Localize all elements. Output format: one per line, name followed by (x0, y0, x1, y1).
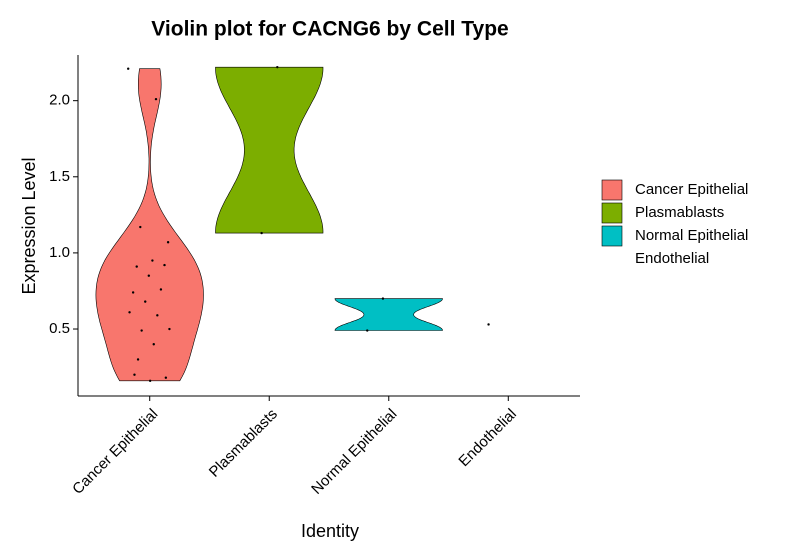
data-point (276, 65, 279, 69)
data-point (144, 300, 147, 303)
legend-key (601, 202, 623, 224)
y-tick-label: 0.5 (49, 320, 70, 337)
data-point (136, 358, 140, 361)
data-point (148, 379, 152, 382)
data-point (147, 274, 151, 277)
legend-label: Normal Epithelial (635, 227, 748, 244)
y-tick-label: 1.5 (49, 168, 70, 185)
data-point (133, 373, 136, 376)
data-point (487, 323, 490, 326)
y-tick-label: 1.0 (49, 244, 70, 261)
data-point (140, 329, 143, 332)
x-axis-title: Identity (301, 521, 359, 541)
data-point (152, 343, 155, 346)
chart-title: Violin plot for CACNG6 by Cell Type (151, 18, 508, 41)
data-point (164, 376, 168, 379)
data-point (168, 327, 171, 331)
violin (215, 66, 324, 234)
violin (334, 298, 443, 331)
data-point (159, 288, 163, 291)
data-point (128, 311, 131, 314)
data-point (260, 231, 263, 235)
data-point (366, 329, 369, 332)
data-point (166, 241, 170, 244)
legend-key (601, 179, 623, 201)
data-point (163, 263, 166, 267)
y-tick-label: 2.0 (49, 92, 70, 109)
data-point (135, 265, 138, 268)
data-point (131, 291, 135, 294)
legend-label: Cancer Epithelial (635, 181, 748, 198)
legend-label: Plasmablasts (635, 204, 724, 221)
legend-key (601, 225, 623, 247)
y-axis-title: Expression Level (19, 157, 39, 294)
data-point (156, 314, 159, 317)
data-point (381, 297, 385, 300)
legend-label: Endothelial (635, 250, 709, 267)
data-point (154, 97, 158, 101)
data-point (127, 67, 130, 70)
data-point (139, 225, 142, 229)
data-point (151, 259, 154, 262)
violin (95, 68, 204, 382)
